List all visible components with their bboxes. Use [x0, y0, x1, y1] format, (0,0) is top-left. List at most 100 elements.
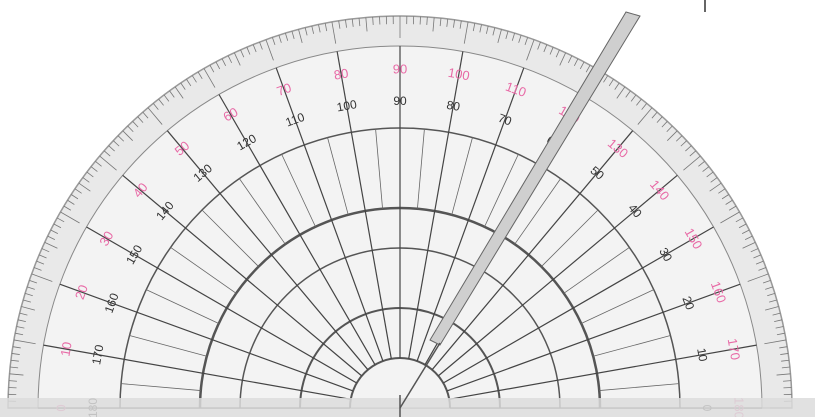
degree-tick [738, 223, 747, 229]
degree-tick [472, 23, 476, 32]
degree-tick [720, 211, 740, 224]
ray [170, 247, 237, 294]
degree-tick [169, 90, 175, 98]
ray [239, 178, 286, 245]
degree-tick [573, 58, 579, 67]
degree-tick [781, 366, 790, 369]
degree-tick [769, 299, 777, 303]
degree-tick [608, 79, 614, 87]
scale-label: 160 [708, 279, 730, 305]
degree-tick [63, 205, 72, 211]
degree-tick [616, 86, 626, 99]
ray [451, 137, 473, 215]
degree-tick [78, 182, 91, 192]
degree-tick [19, 312, 28, 316]
degree-tick [780, 353, 789, 355]
degree-tick [11, 353, 20, 355]
degree-tick [675, 135, 683, 142]
ray [449, 344, 757, 400]
ray [437, 174, 678, 377]
degree-tick [765, 306, 779, 311]
degree-tick [99, 155, 117, 171]
ray [375, 129, 383, 209]
degree-tick [783, 380, 792, 382]
degree-tick [710, 177, 718, 183]
degree-tick [271, 37, 276, 46]
ray [563, 247, 630, 294]
degree-tick [122, 130, 133, 141]
degree-tick [74, 188, 82, 194]
degree-tick [132, 121, 139, 128]
degree-tick [36, 260, 45, 265]
ray [431, 130, 634, 371]
degree-tick [614, 82, 620, 90]
degree-tick [27, 286, 35, 290]
scale-label: 100 [447, 65, 471, 84]
pencil [429, 11, 641, 346]
degree-tick [511, 33, 515, 41]
degree-tick [56, 217, 65, 223]
degree-tick [585, 64, 591, 73]
scale-label: 30 [656, 245, 675, 264]
pencil-line [399, 342, 441, 409]
ray [416, 67, 525, 362]
ray [129, 335, 207, 357]
scale-label: 80 [445, 98, 461, 114]
degree-tick [776, 373, 791, 376]
degree-tick [661, 121, 668, 128]
degree-tick [772, 312, 781, 316]
degree-tick [53, 223, 62, 229]
degree-tick [50, 229, 59, 235]
degree-tick [259, 41, 263, 50]
degree-tick [358, 18, 361, 27]
scale-label: 20 [679, 294, 697, 312]
degree-tick [39, 254, 47, 259]
degree-tick [345, 19, 347, 28]
degree-tick [432, 17, 435, 32]
ray [43, 344, 351, 400]
degree-tick [12, 346, 21, 349]
scale-label: 90 [393, 61, 407, 76]
ray [593, 335, 671, 357]
degree-tick [689, 150, 697, 157]
degree-tick [446, 18, 449, 27]
ray [408, 51, 464, 359]
degree-tick [291, 31, 295, 39]
degree-tick [728, 205, 737, 211]
ray [484, 154, 519, 227]
scale-label: 100 [336, 97, 358, 114]
degree-tick [8, 380, 17, 382]
degree-tick [365, 17, 368, 32]
degree-tick [324, 23, 328, 32]
degree-tick [16, 326, 25, 329]
degree-tick [209, 64, 215, 73]
degree-tick [227, 55, 233, 64]
degree-tick [10, 366, 19, 369]
degree-tick [656, 116, 663, 123]
degree-tick [103, 150, 111, 157]
degree-tick [338, 20, 341, 29]
degree-tick [304, 27, 308, 36]
degree-tick [721, 194, 729, 200]
degree-tick [758, 267, 767, 271]
scale-label: 80 [333, 65, 350, 82]
degree-tick [158, 98, 164, 106]
ray [146, 289, 219, 324]
scale-label: 30 [96, 228, 116, 248]
degree-tick [197, 71, 203, 80]
scale-label: 170 [725, 337, 744, 361]
degree-tick [71, 194, 79, 200]
degree-tick [117, 135, 125, 142]
scale-label: 160 [102, 291, 122, 315]
degree-tick [479, 24, 482, 33]
degree-tick [318, 24, 321, 33]
degree-tick [765, 286, 773, 290]
degree-tick [174, 86, 184, 99]
degree-tick [95, 160, 102, 167]
ray [122, 174, 363, 377]
degree-tick [781, 359, 790, 362]
scale-label: 170 [89, 343, 106, 365]
degree-tick [439, 18, 442, 27]
degree-tick [215, 61, 221, 70]
degree-tick [86, 171, 94, 178]
